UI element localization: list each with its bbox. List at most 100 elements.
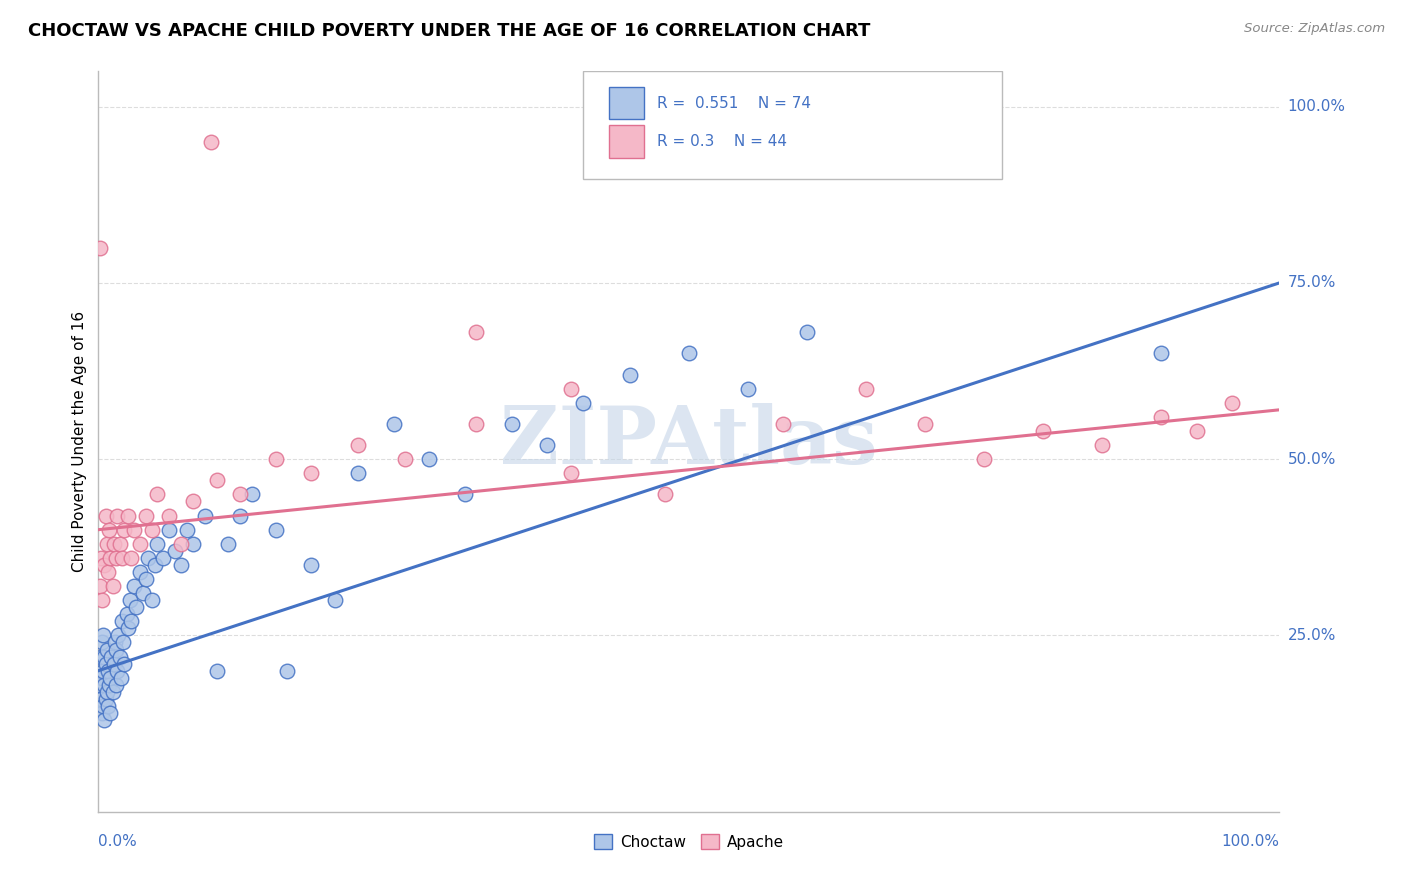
Point (89, 241, 111, 255)
Point (93, 558, 115, 572)
Point (97, 565, 120, 579)
Point (205, 473, 228, 487)
Point (194, 508, 217, 523)
Point (299, 558, 322, 572)
Point (104, 635, 127, 649)
Point (90, 692, 112, 706)
Point (796, 325, 818, 339)
Point (107, 628, 129, 642)
Point (240, 487, 263, 501)
Point (94, 692, 117, 706)
Legend: Choctaw, Apache: Choctaw, Apache (588, 828, 790, 856)
Point (90, 649, 112, 664)
Point (560, 382, 582, 396)
FancyBboxPatch shape (609, 126, 644, 158)
Text: 0.0%: 0.0% (98, 834, 138, 849)
Point (299, 467, 322, 481)
Point (91, 628, 114, 642)
Point (157, 523, 180, 537)
Point (91, 635, 114, 649)
Point (536, 438, 558, 452)
Point (465, 417, 488, 431)
Point (122, 579, 145, 593)
Point (347, 438, 370, 452)
Point (418, 452, 440, 467)
Point (111, 550, 134, 565)
Point (170, 537, 193, 551)
Point (101, 685, 124, 699)
Point (136, 550, 159, 565)
Point (181, 494, 204, 508)
Y-axis label: Child Poverty Under the Age of 16: Child Poverty Under the Age of 16 (72, 311, 87, 572)
Point (121, 615, 143, 629)
Point (229, 508, 252, 523)
Point (98, 523, 121, 537)
Point (93, 713, 115, 727)
Point (141, 523, 163, 537)
Text: R = 0.3    N = 44: R = 0.3 N = 44 (657, 134, 787, 149)
Point (571, 396, 593, 410)
Point (678, 346, 700, 360)
Point (772, 417, 794, 431)
Point (108, 649, 131, 664)
Point (105, 642, 128, 657)
Point (100, 649, 122, 664)
Point (105, 678, 128, 692)
Point (98, 706, 121, 720)
Point (128, 565, 150, 579)
FancyBboxPatch shape (582, 71, 1002, 178)
Point (117, 621, 139, 635)
Point (560, 467, 582, 481)
Point (453, 487, 475, 501)
Point (200, 135, 222, 149)
Point (91, 706, 114, 720)
Point (264, 452, 287, 467)
Point (465, 325, 488, 339)
Point (1185, 424, 1208, 438)
Text: R =  0.551    N = 74: R = 0.551 N = 74 (657, 95, 811, 111)
Point (98, 550, 121, 565)
FancyBboxPatch shape (609, 87, 644, 120)
Point (98, 671, 121, 685)
Point (1032, 424, 1054, 438)
Point (1220, 396, 1243, 410)
Point (111, 615, 134, 629)
Point (90, 550, 112, 565)
Point (135, 572, 157, 586)
Point (97, 664, 120, 678)
Point (93, 649, 115, 664)
Point (382, 417, 405, 431)
Text: 100.0%: 100.0% (1288, 99, 1346, 114)
Point (96, 537, 118, 551)
Point (89, 579, 111, 593)
Point (98, 678, 121, 692)
Point (146, 487, 169, 501)
Point (121, 550, 143, 565)
Point (110, 671, 132, 685)
Point (103, 537, 125, 551)
Point (91, 593, 114, 607)
Point (128, 537, 150, 551)
Point (654, 487, 676, 501)
Point (101, 579, 124, 593)
Text: Source: ZipAtlas.com: Source: ZipAtlas.com (1244, 22, 1385, 36)
Point (91, 671, 114, 685)
Point (217, 537, 239, 551)
Point (855, 382, 877, 396)
Point (117, 508, 139, 523)
Point (157, 508, 180, 523)
Point (1150, 409, 1173, 424)
Point (1150, 346, 1173, 360)
Point (105, 508, 128, 523)
Point (120, 593, 142, 607)
Point (115, 607, 138, 622)
Text: 75.0%: 75.0% (1288, 276, 1336, 291)
Point (276, 664, 298, 678)
Point (152, 550, 174, 565)
Point (108, 537, 131, 551)
Point (205, 664, 228, 678)
Point (394, 452, 416, 467)
Point (112, 635, 135, 649)
Point (91, 698, 114, 713)
Text: 25.0%: 25.0% (1288, 628, 1336, 643)
